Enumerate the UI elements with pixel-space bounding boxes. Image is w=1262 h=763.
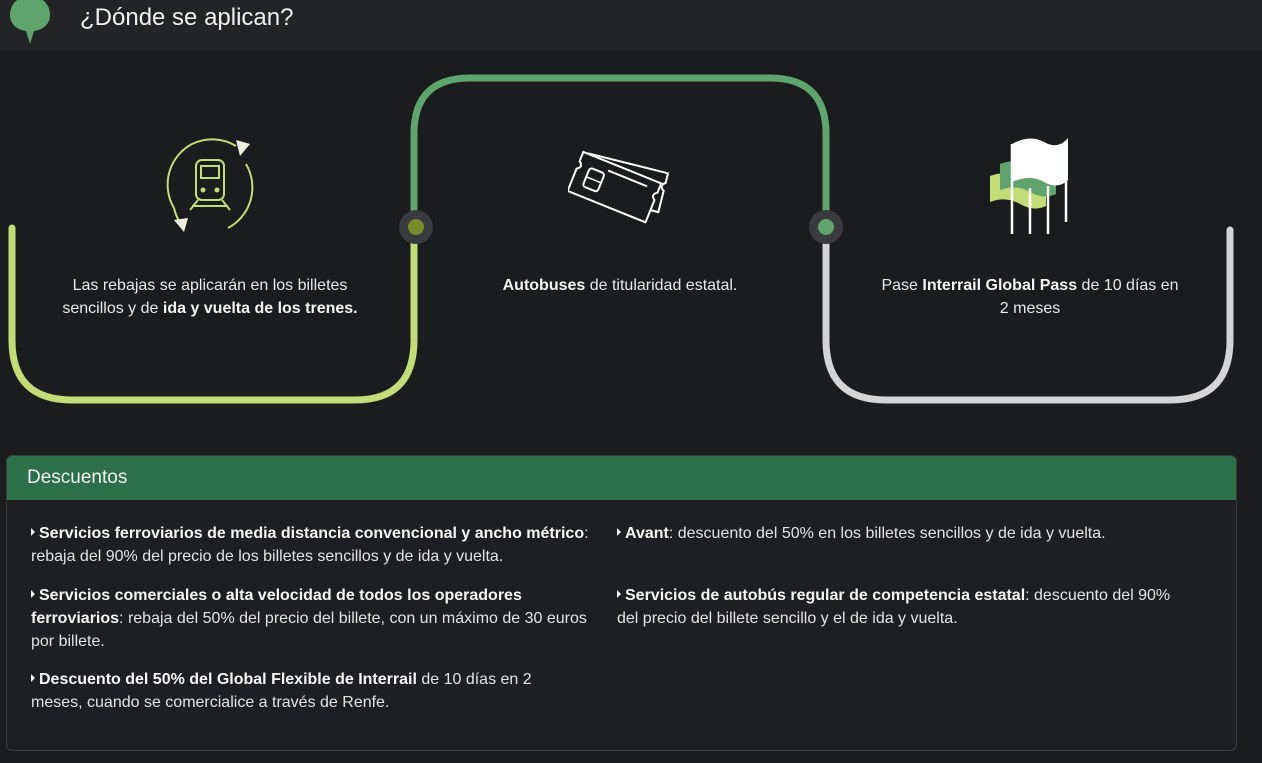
steps-track — [8, 74, 1234, 404]
page-title: ¿Dónde se aplican? — [80, 4, 294, 31]
train-cycle-icon — [166, 138, 254, 232]
bus-tickets-icon — [568, 150, 670, 224]
step-3-text: Pase Interrail Global Pass de 10 días en… — [881, 277, 1179, 317]
list-item: Servicios comerciales o alta velocidad d… — [31, 587, 587, 650]
list-item: Servicios de autobús regular de competen… — [617, 587, 1171, 627]
track-segment-green — [410, 74, 830, 230]
list-item: Avant: descuento del 50% en los billetes… — [617, 522, 1177, 545]
list-item: Servicios ferroviarios de media distanci… — [31, 525, 589, 565]
step-1-text: Las rebajas se aplicarán en los billetes… — [62, 277, 358, 317]
list-item: Descuento del 50% del Global Flexible de… — [31, 671, 532, 711]
track-segment-lime — [8, 222, 418, 404]
step-2-text: Autobuses de titularidad estatal. — [502, 277, 738, 294]
bullet-arrow-icon — [31, 674, 35, 682]
bullet-arrow-icon — [617, 590, 621, 598]
descuentos-header: Descuentos — [7, 456, 1236, 500]
bullet-arrow-icon — [617, 528, 621, 536]
track-segment-grey — [822, 222, 1234, 404]
map-pin-icon — [10, 0, 50, 44]
descuentos-panel: Descuentos Servicios ferroviarios de med… — [6, 455, 1237, 751]
flags-icon — [990, 138, 1068, 234]
bullet-arrow-icon — [31, 590, 35, 598]
bullet-arrow-icon — [31, 528, 35, 536]
section-header: ¿Dónde se aplican? — [0, 0, 1262, 50]
